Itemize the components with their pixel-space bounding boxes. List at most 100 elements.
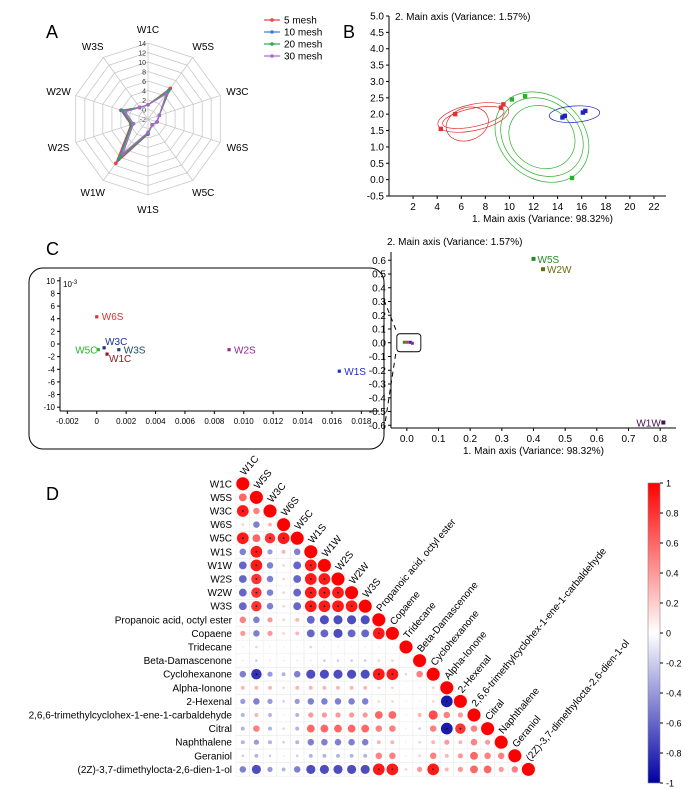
correlation-circle bbox=[293, 670, 301, 678]
correlation-circle bbox=[372, 613, 386, 627]
heatmap-diagonal-label: W1S bbox=[307, 522, 330, 546]
correlation-circle bbox=[253, 507, 260, 515]
correlation-circle bbox=[444, 767, 449, 772]
radar-point bbox=[150, 122, 154, 127]
radar-spoke bbox=[103, 118, 149, 181]
x-tick-label: 0.0 bbox=[400, 434, 414, 445]
heatmap-row-label: W1W bbox=[208, 561, 233, 572]
heatmap-row-label: Citral bbox=[209, 724, 232, 735]
correlation-circle bbox=[295, 685, 300, 690]
inset-data-point bbox=[337, 369, 341, 373]
correlation-circle bbox=[431, 686, 435, 690]
heatmap-diagonal-label: W1C bbox=[239, 454, 262, 478]
heatmap-row-label: Beta-Damascenone bbox=[144, 656, 233, 667]
significance-dot bbox=[255, 578, 258, 580]
correlation-circle bbox=[282, 659, 285, 662]
data-point bbox=[541, 267, 545, 272]
correlation-circle bbox=[361, 698, 369, 705]
radar-spoke bbox=[75, 95, 149, 120]
significance-dot bbox=[377, 673, 380, 676]
significance-dot bbox=[445, 700, 448, 703]
colorbar-tick-label: -0.2 bbox=[666, 659, 682, 669]
correlation-circle bbox=[331, 572, 345, 586]
significance-dot bbox=[350, 605, 353, 608]
confidence-ellipse bbox=[442, 106, 505, 129]
heatmap-row-label: Tridecane bbox=[188, 643, 233, 654]
correlation-circle bbox=[375, 725, 383, 732]
correlation-circle bbox=[494, 735, 508, 749]
correlation-circle bbox=[391, 646, 394, 648]
heatmap-diagonal-label: W5C bbox=[293, 508, 316, 532]
correlation-circle bbox=[416, 670, 423, 678]
correlation-circle bbox=[255, 645, 258, 649]
inset-point-label: W3S bbox=[124, 346, 146, 357]
correlation-circle bbox=[361, 738, 369, 746]
correlation-circle bbox=[405, 755, 407, 757]
y-tick-label: 0.2 bbox=[372, 311, 386, 322]
correlation-circle bbox=[319, 615, 329, 625]
correlation-circle bbox=[293, 766, 301, 773]
correlation-circle bbox=[255, 659, 258, 662]
correlation-circle bbox=[361, 724, 370, 733]
correlation-circle bbox=[333, 669, 343, 679]
colorbar-tick-label: 0.4 bbox=[666, 569, 679, 579]
correlation-circle bbox=[268, 522, 272, 527]
legend-label: 5 mesh bbox=[284, 16, 317, 27]
correlation-circle bbox=[336, 753, 340, 758]
correlation-circle bbox=[253, 698, 260, 705]
correlation-circle bbox=[322, 753, 327, 758]
correlation-circle bbox=[239, 670, 247, 678]
data-point bbox=[569, 175, 575, 181]
colorbar-tick-label: -0.8 bbox=[666, 749, 682, 759]
correlation-circle bbox=[405, 727, 407, 730]
correlation-circle bbox=[282, 727, 285, 730]
heatmap-row-label: Alpha-Ionone bbox=[173, 683, 233, 694]
correlation-circle bbox=[282, 577, 285, 581]
panel-label-a: A bbox=[46, 22, 58, 42]
correlation-circle bbox=[293, 588, 302, 597]
x-axis-title: 1. Main axis (Variance: 98.32%) bbox=[472, 214, 613, 225]
significance-dot bbox=[459, 727, 462, 730]
inset-y-tick-label: 6 bbox=[51, 302, 56, 311]
correlation-circle bbox=[293, 575, 302, 583]
correlation-circle bbox=[345, 586, 359, 600]
correlation-circle bbox=[376, 740, 381, 745]
correlation-circle bbox=[418, 727, 421, 730]
inset-data-point bbox=[117, 348, 121, 352]
inset-x-tick-label: 0.002 bbox=[116, 417, 137, 426]
correlation-circle bbox=[391, 686, 394, 690]
inset-y-tick-label: -10 bbox=[43, 403, 55, 412]
correlation-circle bbox=[444, 739, 450, 745]
x-tick-label: 0.3 bbox=[495, 434, 509, 445]
correlation-circle bbox=[267, 549, 273, 555]
correlation-circle bbox=[266, 589, 274, 596]
radar-tick-label: 2 bbox=[142, 98, 146, 105]
correlation-circle bbox=[308, 685, 313, 690]
correlation-circle bbox=[240, 698, 246, 705]
heatmap-diagonal-label: W2S bbox=[334, 549, 357, 573]
correlation-circle bbox=[320, 724, 329, 733]
y-tick-label: 0.3 bbox=[372, 297, 386, 308]
heatmap-row-label: W2W bbox=[208, 588, 233, 599]
correlation-circle bbox=[294, 698, 300, 705]
correlation-circle bbox=[240, 630, 246, 637]
correlation-circle bbox=[511, 766, 519, 773]
radar-point bbox=[121, 151, 125, 156]
y-tick-label: 1.5 bbox=[370, 126, 384, 137]
correlation-circle bbox=[497, 752, 505, 760]
significance-dot bbox=[432, 768, 435, 771]
radar-category-label: W1S bbox=[137, 205, 159, 216]
x-tick-label: 4 bbox=[434, 202, 440, 213]
colorbar-tick-label: -0.4 bbox=[666, 689, 682, 699]
correlation-circle bbox=[319, 764, 329, 774]
correlation-circle bbox=[266, 562, 274, 569]
point-label: W5S bbox=[538, 255, 560, 266]
heatmap-diagonal-label: W2W bbox=[347, 561, 371, 587]
correlation-circle bbox=[470, 765, 478, 774]
correlation-circle bbox=[405, 659, 407, 662]
correlation-circle bbox=[347, 764, 357, 774]
radar-tick-label: 10 bbox=[138, 60, 146, 67]
correlation-circle bbox=[358, 599, 372, 613]
x-tick-label: 10 bbox=[504, 202, 516, 213]
inset-x-tick-label: 0.014 bbox=[293, 417, 314, 426]
